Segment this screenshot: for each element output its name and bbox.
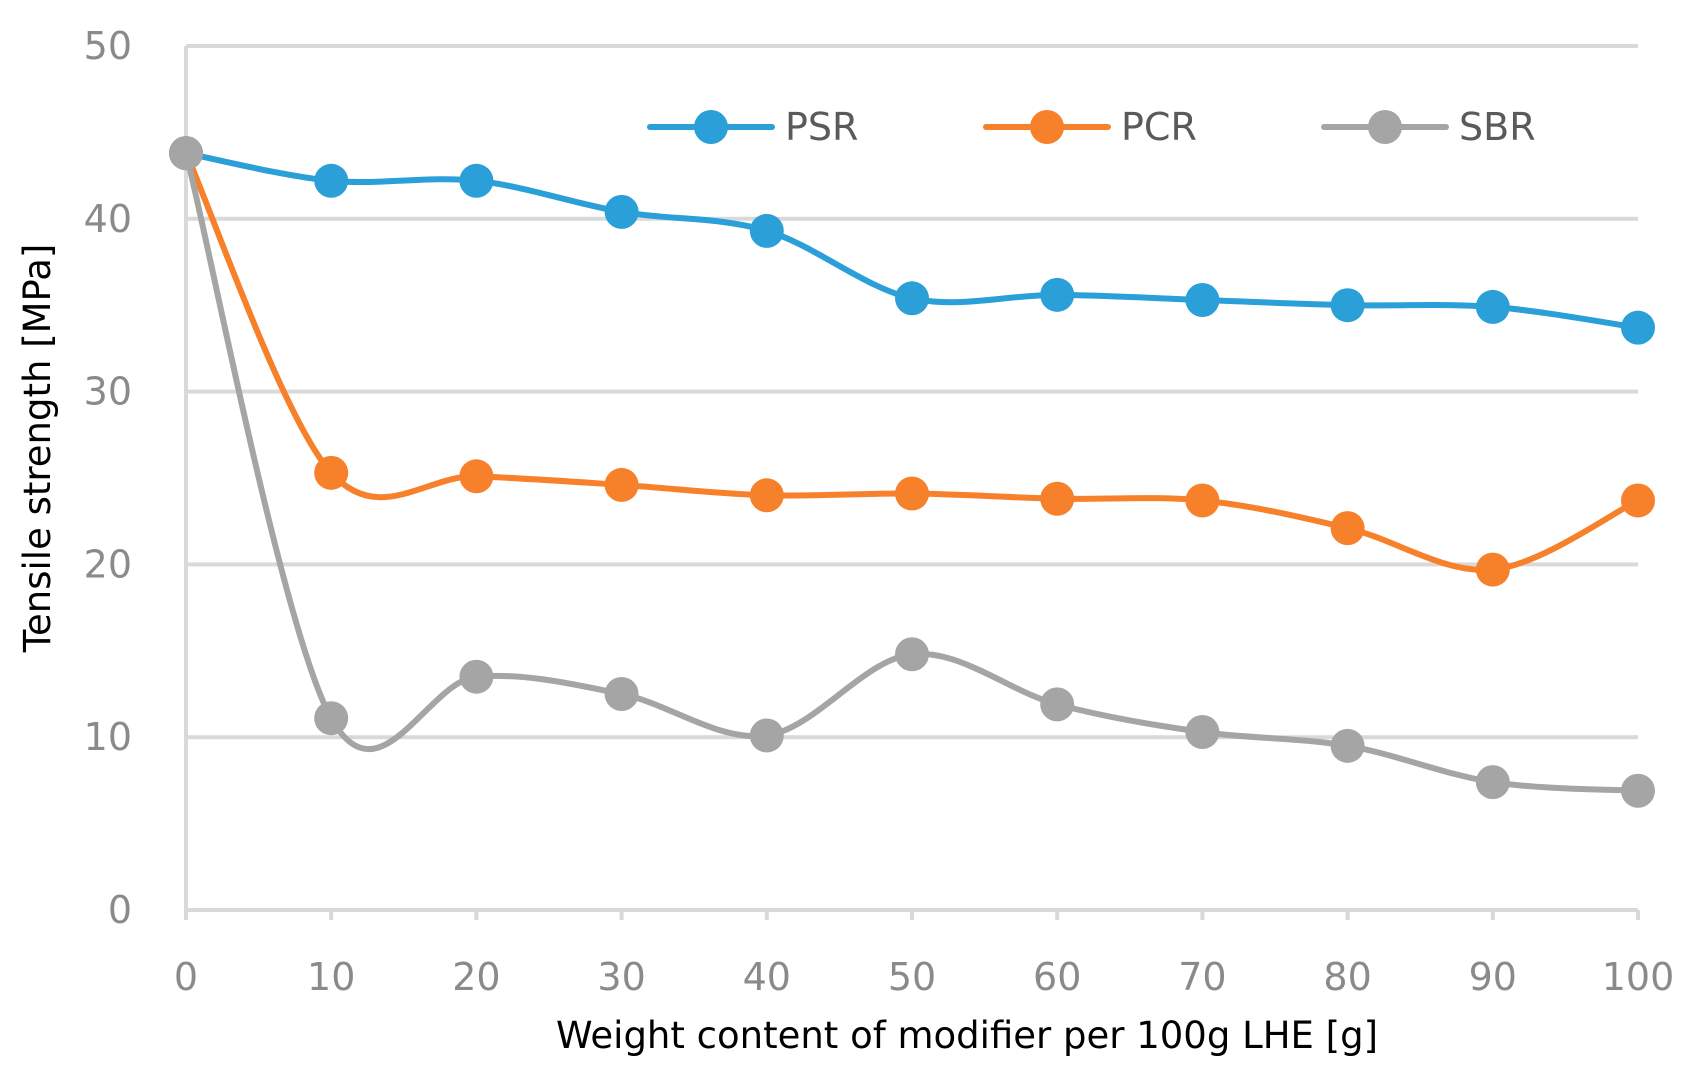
y-tick-label: 50 [84, 24, 132, 68]
data-point-psr [749, 213, 784, 248]
gridlines [186, 44, 1638, 740]
data-point-sbr [314, 701, 349, 736]
data-point-sbr [1185, 715, 1220, 750]
series-line-pcr [183, 150, 1641, 573]
data-point-psr [895, 281, 929, 316]
data-point-sbr [1330, 728, 1365, 763]
axes: 0 10 20 30 40 50 60 70 80 90 100 0 10 20 30 40 50 [84, 24, 1675, 999]
legend-marker-psr [694, 110, 728, 144]
x-tick-label: 90 [1469, 955, 1517, 999]
data-point-pcr [604, 467, 639, 502]
y-tick-label: 20 [84, 542, 132, 586]
data-point-pcr [749, 478, 784, 513]
data-point-pcr [314, 455, 349, 490]
x-tick-label: 30 [597, 955, 645, 999]
data-point-psr [604, 194, 639, 229]
x-tick-label: 40 [743, 955, 791, 999]
data-point-sbr [749, 718, 784, 753]
y-axis-title: Tensile strength [MPa] [16, 244, 59, 654]
data-point-psr [1040, 277, 1075, 312]
data-point-psr [1330, 288, 1365, 323]
data-point-pcr [1475, 552, 1510, 587]
data-point-psr [314, 163, 349, 198]
x-tick-label: 0 [174, 955, 198, 999]
data-point-pcr [1185, 483, 1220, 518]
data-point-pcr [1330, 511, 1365, 546]
legend-label-psr: PSR [785, 105, 858, 149]
x-tick-label: 50 [888, 955, 936, 999]
series-markers [169, 136, 1655, 808]
x-tick-label: 20 [452, 955, 500, 999]
series-lines [183, 150, 1641, 794]
legend-label-pcr: PCR [1121, 105, 1197, 149]
legend-label-sbr: SBR [1459, 105, 1536, 149]
data-point-sbr [1040, 687, 1075, 722]
y-tick-label: 10 [84, 715, 132, 759]
y-tick-label: 40 [84, 197, 132, 241]
y-tick-label: 30 [84, 370, 132, 414]
data-point-psr [1621, 310, 1655, 345]
legend-marker-sbr [1368, 110, 1402, 144]
x-tick-label: 100 [1602, 955, 1675, 999]
data-point-pcr [1040, 481, 1075, 516]
data-point-sbr [1475, 765, 1510, 800]
data-point-sbr [459, 659, 494, 694]
x-tick-label: 10 [307, 955, 355, 999]
x-tick-label: 80 [1323, 955, 1371, 999]
x-tick-label: 70 [1178, 955, 1226, 999]
data-point-sbr [1621, 773, 1655, 808]
data-point-pcr [1621, 483, 1655, 518]
data-point-sbr [169, 136, 203, 171]
legend-marker-pcr [1030, 110, 1064, 144]
series-line-sbr [183, 150, 1641, 794]
x-tick-label: 60 [1033, 955, 1081, 999]
data-point-pcr [895, 476, 929, 511]
x-axis-title: Weight content of modifier per 100g LHE … [556, 1014, 1378, 1057]
data-point-sbr [895, 637, 929, 672]
data-point-psr [1475, 289, 1510, 324]
y-tick-label: 0 [108, 888, 132, 932]
data-point-psr [459, 163, 494, 198]
data-point-pcr [459, 459, 494, 494]
data-point-sbr [604, 677, 639, 711]
legend: PSR PCR SBR [647, 105, 1536, 149]
data-point-psr [1185, 283, 1220, 318]
